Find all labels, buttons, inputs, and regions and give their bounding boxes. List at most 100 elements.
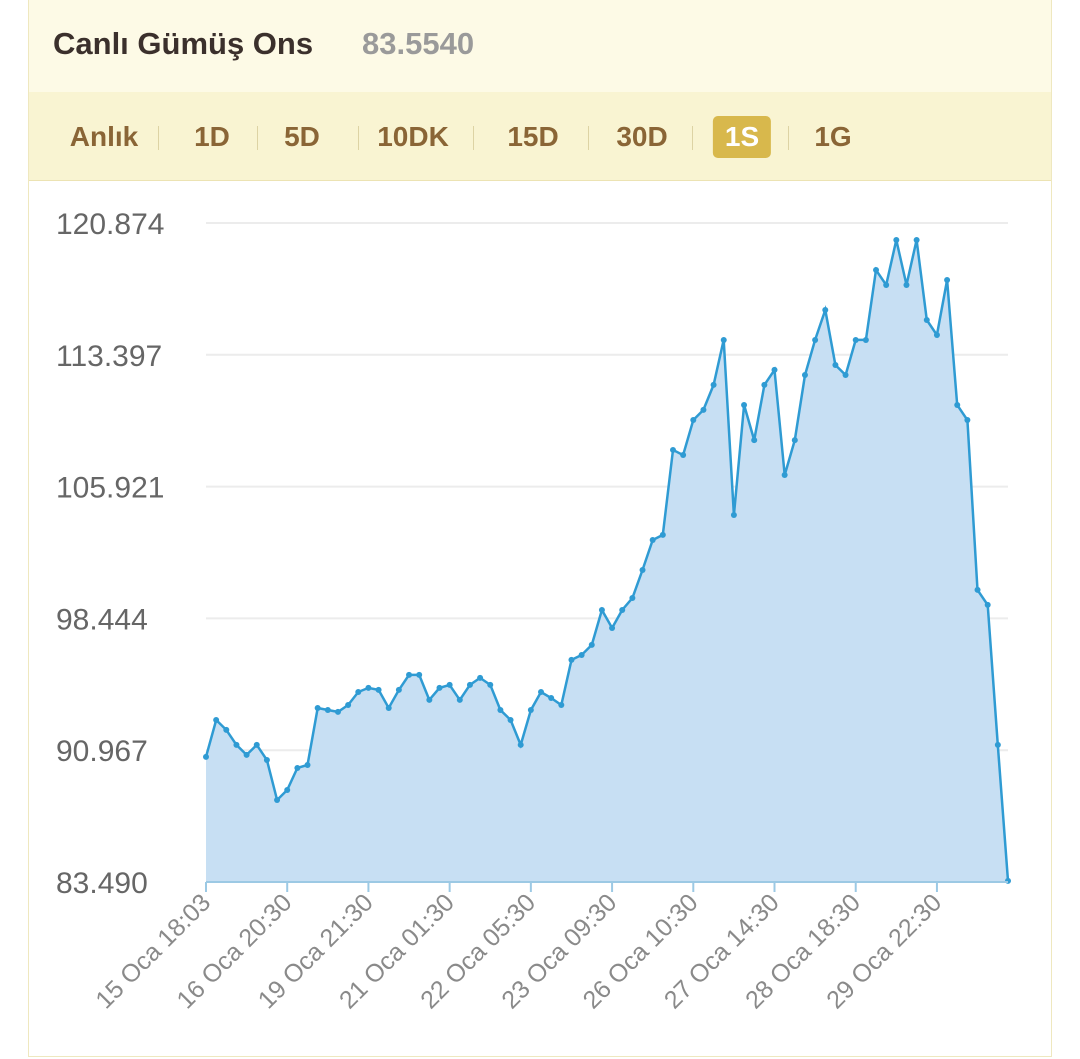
point (609, 624, 616, 631)
point (974, 586, 981, 593)
point (466, 681, 473, 688)
point (710, 381, 717, 388)
point (517, 741, 524, 748)
point (395, 686, 402, 693)
area (206, 240, 1008, 882)
point (964, 416, 971, 423)
point (842, 372, 849, 379)
separator (158, 126, 159, 150)
price: 83.5540 (362, 26, 475, 61)
point (274, 797, 281, 804)
point (832, 361, 839, 368)
point (243, 751, 250, 758)
separator (587, 126, 589, 150)
point (507, 716, 514, 723)
point (751, 437, 758, 444)
point (781, 471, 788, 478)
point (619, 607, 626, 614)
y-tick-label: 98.444 (56, 603, 148, 636)
point (659, 531, 666, 538)
point (862, 336, 869, 343)
point (913, 236, 920, 243)
point (294, 764, 301, 771)
tab[interactable]: 1D (194, 121, 230, 152)
point (375, 686, 382, 693)
point (598, 607, 605, 614)
point (771, 366, 778, 373)
point (558, 702, 565, 709)
point (629, 595, 636, 602)
point (984, 601, 991, 608)
point (223, 726, 230, 733)
separator (257, 126, 258, 150)
point (365, 684, 372, 691)
point (994, 741, 1001, 748)
point (406, 671, 413, 678)
point (446, 681, 453, 688)
point (669, 446, 676, 453)
point (304, 761, 311, 768)
point (873, 266, 880, 273)
point (588, 641, 595, 648)
point (690, 416, 697, 423)
tab[interactable]: 1G (814, 121, 852, 152)
point (314, 705, 321, 712)
point (639, 566, 646, 573)
point (538, 688, 545, 695)
point (680, 452, 687, 459)
point (548, 694, 555, 701)
point (436, 684, 443, 691)
point (761, 381, 768, 388)
point (487, 681, 494, 688)
point (812, 336, 819, 343)
separator (473, 126, 474, 150)
point (741, 401, 748, 408)
point (345, 702, 352, 709)
point (954, 401, 961, 408)
point (253, 741, 260, 748)
point (700, 406, 707, 413)
point (233, 741, 240, 748)
point (456, 696, 463, 703)
point (203, 753, 209, 760)
point (903, 281, 910, 288)
y-tick-label: 113.397 (56, 340, 162, 373)
point (893, 236, 900, 243)
header: Canlı Gümüş Ons 83.5540 (29, 0, 1051, 92)
tab[interactable]: Anlık (69, 121, 139, 152)
point (416, 671, 423, 678)
tab[interactable]: 1S (712, 116, 772, 158)
point (578, 651, 585, 658)
point (477, 674, 484, 681)
point (497, 706, 504, 713)
point (263, 757, 270, 764)
point (568, 656, 575, 663)
tab[interactable]: 5D (284, 121, 320, 152)
y-tick-label: 83.490 (56, 867, 148, 900)
point (730, 511, 737, 518)
y-tick-label: 120.874 (56, 208, 164, 241)
point (324, 706, 331, 713)
point (791, 437, 798, 444)
tab-bar: Anlık 1D 5D 10DK 15D 30D 1S 1G (29, 92, 1051, 181)
point (852, 336, 859, 343)
point (649, 537, 656, 544)
point (720, 336, 727, 343)
point (801, 372, 808, 379)
tab[interactable]: 10DK (377, 121, 449, 152)
point (944, 277, 951, 284)
point (527, 706, 534, 713)
point (923, 317, 930, 324)
point (334, 708, 341, 715)
point (822, 306, 829, 313)
point (883, 281, 890, 288)
tab[interactable]: 15D (507, 121, 559, 152)
point (213, 716, 220, 723)
tab[interactable]: 30D (616, 121, 668, 152)
point (385, 705, 392, 712)
separator (357, 126, 359, 150)
point (426, 696, 433, 703)
y-tick-label: 105.921 (56, 472, 164, 505)
